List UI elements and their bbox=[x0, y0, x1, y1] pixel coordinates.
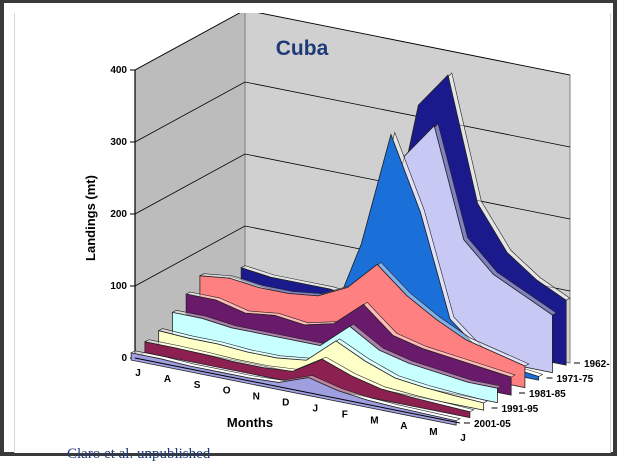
x-tick-label: N bbox=[253, 392, 260, 403]
depth-label: 1962-65 bbox=[584, 359, 610, 370]
gridline bbox=[134, 81, 571, 148]
x-tick-label: S bbox=[194, 380, 201, 391]
x-tick-label: A bbox=[400, 421, 407, 432]
x-tick-label: J bbox=[312, 403, 318, 414]
series-area-8 bbox=[130, 352, 457, 426]
source-caption: Claro et al. unpublished bbox=[67, 446, 211, 462]
y-tick-label: 400 bbox=[110, 65, 127, 76]
gridline bbox=[134, 13, 571, 76]
x-axis-label: Months bbox=[227, 415, 273, 430]
y-tick-label: 200 bbox=[110, 209, 127, 220]
depth-label: 1981-85 bbox=[529, 389, 566, 400]
x-tick-label: M bbox=[429, 427, 437, 438]
x-tick-label: F bbox=[342, 409, 348, 420]
y-axis-label: Landings (mt) bbox=[83, 175, 98, 261]
y-tick-label: 100 bbox=[110, 281, 127, 292]
x-tick-label: M bbox=[370, 415, 378, 426]
x-tick-label: O bbox=[223, 386, 231, 397]
y-tick-label: 300 bbox=[110, 137, 127, 148]
depth-label: 1971-75 bbox=[557, 374, 594, 385]
x-tick-label: J bbox=[135, 368, 141, 379]
chart-svg: 0 100 200 300 400 J A S O N D J F M A M J 1962-65 1971-75 1… bbox=[83, 13, 610, 444]
depth-label: 1991-95 bbox=[502, 404, 539, 415]
x-tick-label: A bbox=[164, 374, 171, 385]
x-tick-label: J bbox=[460, 433, 466, 444]
depth-label: 2001-05 bbox=[474, 419, 511, 430]
y-tick-label: 0 bbox=[121, 353, 127, 364]
chart-area: 0 100 200 300 400 J A S O N D J F M A M J 1962-65 1971-75 1… bbox=[14, 13, 611, 462]
chart-title: Cuba bbox=[276, 37, 329, 60]
x-axis bbox=[134, 357, 461, 424]
x-tick-label: D bbox=[282, 398, 289, 409]
